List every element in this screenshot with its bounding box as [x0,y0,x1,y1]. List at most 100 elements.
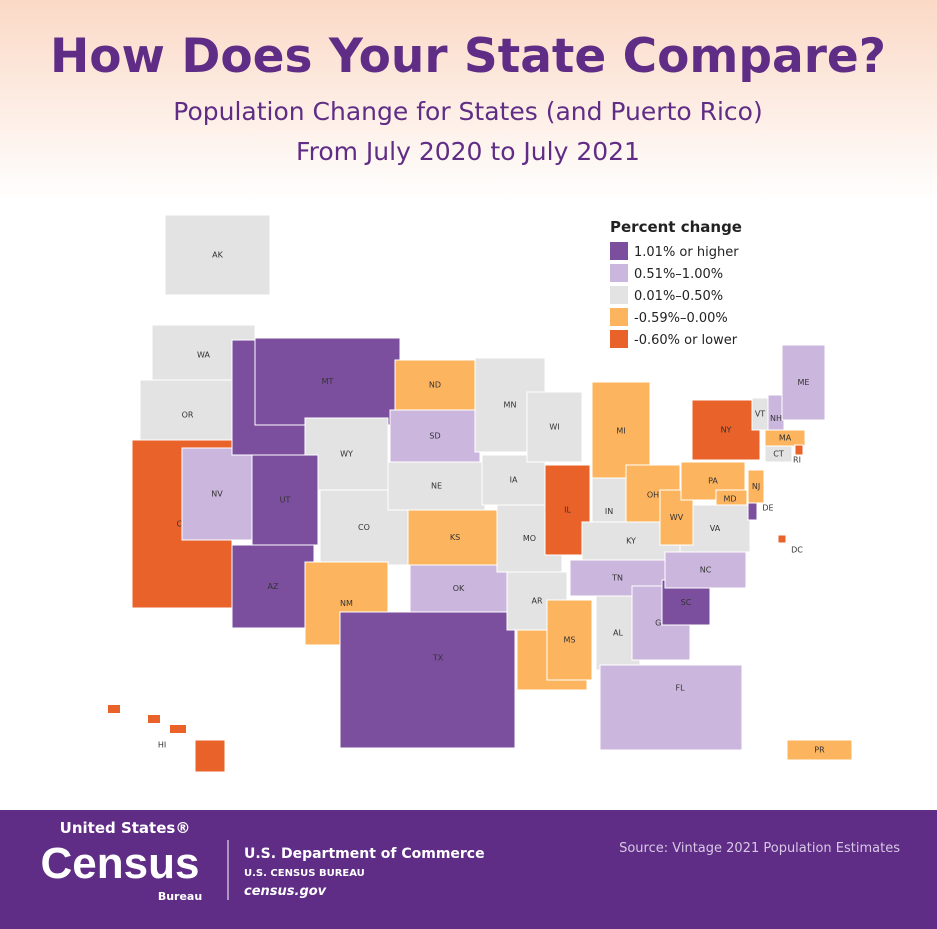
island [170,725,186,733]
state-label: PR [814,746,825,755]
island [148,715,160,723]
state [664,551,747,589]
logo-text: Census [41,839,200,888]
title: How Does Your State Compare? [50,29,886,84]
legend-swatch [610,330,628,348]
state-label: CO [358,523,370,532]
state-label: PA [708,477,718,486]
state-label: DE [762,504,773,513]
state [164,214,271,296]
subtitle: From July 2020 to July 2021 [296,137,640,166]
state-label: DC [791,546,803,555]
state-label: AZ [268,582,279,591]
bureau: U.S. CENSUS BUREAU [244,868,365,879]
state-label: TN [611,574,623,583]
state [777,534,787,544]
legend-swatch [610,286,628,304]
state-label: WV [670,513,684,522]
state-label: MN [504,401,517,410]
state-label: IA [510,476,518,485]
state [747,502,758,521]
state-label: VT [755,410,765,419]
legend-label: 0.01%–0.50% [634,289,723,304]
state-label: TX [432,654,444,663]
state-label: OR [182,411,194,420]
state-label: SD [429,432,440,441]
legend-label: 0.51%–1.00% [634,267,723,282]
state-label: MA [779,434,792,443]
state [599,664,743,751]
source: Source: Vintage 2021 Population Estimate… [619,841,900,856]
legend: 1.01% or higher 0.51%–1.00% 0.01%–0.50% -0.… [610,242,739,348]
state-label: MO [523,534,536,543]
state-label: NY [721,426,732,435]
state-label: MS [564,636,576,645]
state-label: AK [212,251,223,260]
state-label: AR [531,597,542,606]
logo-text: United States® [60,819,191,837]
state-label: NE [431,482,442,491]
state-label: NM [340,599,353,608]
state [231,544,315,629]
state [409,564,508,613]
state [387,461,486,511]
state-label: MI [616,427,625,436]
state [194,739,226,773]
state-label: NJ [752,482,760,491]
website[interactable]: census.gov [244,884,327,899]
state [407,509,503,566]
state-label: NH [770,414,782,423]
state-label: NC [700,566,712,575]
state [715,489,748,506]
state-label: WA [197,351,210,360]
subtitle: Population Change for States (and Puerto… [173,97,762,126]
department: U.S. Department of Commerce [244,846,485,862]
legend-label: 1.01% or higher [634,245,739,260]
state [786,739,853,761]
state [251,454,319,546]
state-label: ME [798,378,810,387]
state [764,445,793,463]
state-label: KY [626,537,636,546]
state [254,337,401,426]
state-label: AL [613,629,623,638]
state-label: WI [549,423,559,432]
legend-swatch [610,242,628,260]
island [108,705,120,713]
state-label: GA [655,619,667,628]
state-label: IN [605,507,613,516]
state-label: HI [158,741,166,750]
legend-label: -0.59%–0.00% [634,311,728,326]
state [139,379,236,451]
state-label: NV [211,490,223,499]
footer [0,810,937,929]
state [394,359,476,411]
state-label: SC [681,598,692,607]
state-label: RI [793,456,801,465]
state-label: VA [710,524,721,533]
state-label: FL [675,684,685,693]
state-label: MD [723,495,736,504]
state [526,391,583,463]
state-label: CT [773,450,784,459]
state-label: IL [564,506,571,515]
state-label: WY [340,450,353,459]
state-label: MT [322,377,334,386]
legend-label: -0.60% or lower [634,333,738,348]
state [339,611,516,749]
legend-title: Percent change [610,218,742,236]
legend-swatch [610,308,628,326]
state-label: KS [450,533,460,542]
map: AKWAORCANVIDMTWYUTCOAZNMNDSDNEKSOKTXMNIA… [108,214,853,773]
state [304,417,389,491]
state-label: ND [429,381,441,390]
logo-text: Bureau [158,890,202,903]
legend-swatch [610,264,628,282]
state-label: UT [280,496,291,505]
state [794,444,804,456]
state [781,344,826,421]
state [181,447,253,541]
state-label: OK [453,584,465,593]
